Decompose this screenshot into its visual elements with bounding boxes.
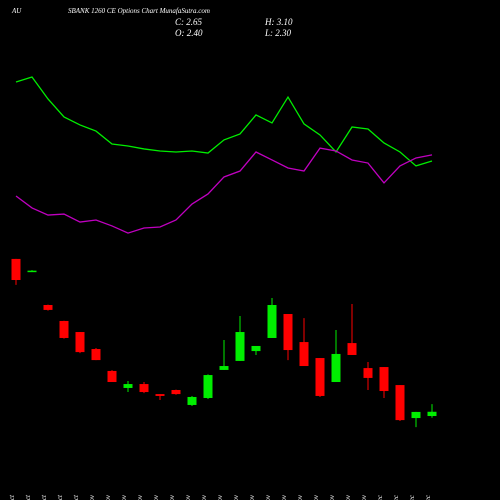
candle-body bbox=[283, 314, 293, 351]
candle-body bbox=[267, 304, 277, 338]
candle-body bbox=[187, 396, 197, 405]
info-low: L: 2.30 bbox=[264, 28, 292, 38]
candle-body bbox=[363, 368, 373, 378]
candle-body bbox=[107, 370, 117, 383]
x-tick-label: 11 Nov bbox=[152, 494, 160, 500]
candle-body bbox=[299, 342, 309, 367]
x-tick-label: 13 Nov bbox=[184, 494, 192, 500]
x-tick-label: 27 Oct bbox=[8, 494, 16, 500]
candle-body bbox=[59, 320, 69, 338]
x-tick-label: 26 Nov bbox=[328, 494, 336, 500]
chart-subtitle: SBANK 1260 CE Options Chart MunafaSutra.… bbox=[68, 7, 210, 15]
x-tick-label: 17 Nov bbox=[216, 494, 224, 500]
candle-body bbox=[411, 411, 421, 419]
x-tick-label: 01 Dec bbox=[376, 494, 384, 500]
x-tick-label: 03 Dec bbox=[408, 494, 416, 500]
candle-body bbox=[139, 384, 149, 393]
candle-body bbox=[331, 353, 341, 383]
x-tick-label: 30 Oct bbox=[56, 494, 64, 500]
candle-body bbox=[379, 367, 389, 392]
x-tick-label: 04 Nov bbox=[104, 494, 112, 500]
x-tick-label: 14 Nov bbox=[200, 494, 208, 500]
candle-body bbox=[75, 332, 85, 353]
candle-body bbox=[43, 304, 53, 310]
candle-body bbox=[155, 394, 165, 396]
candle-body bbox=[171, 390, 181, 395]
x-tick-label: 04 Dec bbox=[424, 494, 432, 500]
candle-body bbox=[91, 349, 101, 361]
candle-body bbox=[235, 332, 245, 361]
x-tick-label: 29 Oct bbox=[40, 494, 48, 500]
x-tick-label: 02 Dec bbox=[392, 494, 400, 500]
x-tick-label: 19 Nov bbox=[248, 494, 256, 500]
x-tick-label: 31 Oct bbox=[72, 494, 80, 500]
x-tick-label: 06 Nov bbox=[120, 494, 128, 500]
candle-body bbox=[315, 358, 325, 396]
info-high: H: 3.10 bbox=[264, 17, 293, 27]
candle-body bbox=[427, 411, 437, 417]
x-tick-label: 07 Nov bbox=[136, 494, 144, 500]
candle-body bbox=[123, 384, 133, 388]
chart-title: AU bbox=[11, 7, 22, 15]
indicator-line bbox=[15, 147, 433, 234]
x-tick-label: 24 Nov bbox=[296, 494, 304, 500]
candle-body bbox=[27, 270, 37, 273]
x-tick-label: 25 Nov bbox=[312, 494, 320, 500]
candle-body bbox=[347, 343, 357, 355]
indicator-line bbox=[15, 76, 433, 167]
x-tick-label: 12 Nov bbox=[168, 494, 176, 500]
info-close: C: 2.65 bbox=[175, 17, 203, 27]
x-tick-label: 27 Nov bbox=[344, 494, 352, 500]
candle-body bbox=[219, 366, 229, 370]
x-tick-label: 20 Nov bbox=[264, 494, 272, 500]
candle-body bbox=[203, 375, 213, 398]
x-tick-label: 28 Nov bbox=[360, 494, 368, 500]
candle-body bbox=[395, 385, 405, 421]
candle-body bbox=[251, 345, 261, 352]
candle-body bbox=[11, 258, 21, 281]
x-tick-label: 18 Nov bbox=[232, 494, 240, 500]
x-tick-label: 28 Oct bbox=[24, 494, 32, 500]
x-tick-label: 03 Nov bbox=[88, 494, 96, 500]
x-tick-label: 21 Nov bbox=[280, 494, 288, 500]
info-open: O: 2.40 bbox=[175, 28, 203, 38]
